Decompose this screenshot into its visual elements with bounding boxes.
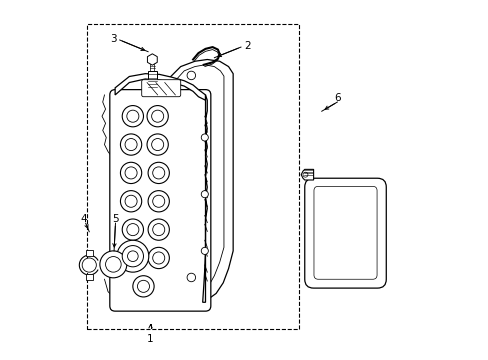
Circle shape	[148, 219, 169, 240]
Circle shape	[127, 251, 138, 261]
Text: 3: 3	[110, 34, 117, 44]
Circle shape	[201, 134, 208, 141]
Circle shape	[120, 134, 142, 155]
Circle shape	[187, 273, 195, 282]
Circle shape	[148, 162, 169, 184]
Circle shape	[187, 71, 195, 80]
Bar	[85, 250, 93, 256]
Bar	[85, 274, 93, 280]
FancyBboxPatch shape	[304, 178, 386, 288]
Circle shape	[105, 257, 121, 272]
FancyBboxPatch shape	[110, 90, 210, 311]
Text: 4: 4	[80, 214, 87, 224]
Polygon shape	[115, 74, 205, 100]
Polygon shape	[301, 169, 313, 180]
FancyBboxPatch shape	[313, 186, 376, 279]
Circle shape	[123, 247, 144, 269]
Circle shape	[152, 167, 164, 179]
Circle shape	[152, 195, 164, 207]
Circle shape	[137, 280, 149, 292]
Text: 6: 6	[333, 93, 340, 103]
Circle shape	[133, 276, 154, 297]
Circle shape	[125, 195, 137, 207]
Circle shape	[125, 139, 137, 150]
Polygon shape	[202, 95, 207, 302]
Circle shape	[151, 110, 163, 122]
Circle shape	[151, 139, 163, 150]
Circle shape	[126, 110, 139, 122]
Circle shape	[201, 247, 208, 255]
Circle shape	[100, 251, 126, 278]
Text: 2: 2	[244, 41, 250, 51]
Circle shape	[120, 162, 142, 184]
Circle shape	[122, 246, 143, 267]
FancyBboxPatch shape	[142, 80, 181, 97]
Circle shape	[303, 172, 307, 177]
Circle shape	[122, 105, 143, 127]
Bar	[148, 71, 156, 88]
Circle shape	[152, 252, 164, 264]
Circle shape	[147, 105, 168, 127]
Text: 5: 5	[112, 214, 119, 224]
Circle shape	[126, 224, 139, 236]
Text: 1: 1	[147, 334, 154, 345]
Circle shape	[125, 167, 137, 179]
Circle shape	[201, 191, 208, 198]
Circle shape	[148, 191, 169, 212]
Circle shape	[120, 191, 142, 212]
Bar	[86, 24, 299, 329]
Polygon shape	[147, 54, 157, 65]
Circle shape	[152, 224, 164, 236]
Circle shape	[82, 258, 96, 272]
Circle shape	[148, 247, 169, 269]
Circle shape	[117, 240, 148, 272]
Circle shape	[128, 252, 140, 264]
Circle shape	[122, 219, 143, 240]
Circle shape	[147, 134, 168, 155]
